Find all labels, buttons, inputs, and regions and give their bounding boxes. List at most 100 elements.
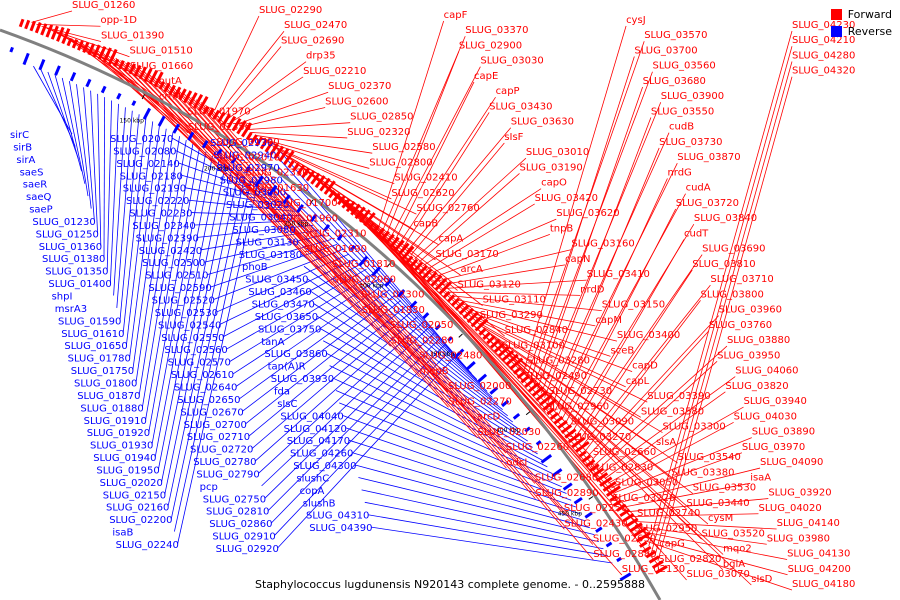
forward-gene-arrow bbox=[301, 167, 311, 179]
forward-gene-label-slug-01960: SLUG_01960 bbox=[275, 213, 338, 224]
forward-gene-label-capl: capL bbox=[626, 376, 650, 387]
reverse-gene-arrow bbox=[524, 426, 531, 433]
forward-gene-arrow bbox=[588, 463, 600, 473]
reverse-gene-arrow bbox=[187, 131, 195, 141]
forward-gene-label-slug-03950: SLUG_03950 bbox=[717, 350, 780, 361]
forward-gene-arrow bbox=[574, 440, 590, 453]
forward-leader-line bbox=[449, 291, 581, 296]
forward-gene-arrow bbox=[18, 18, 25, 28]
forward-gene-label-slug-03190: SLUG_03190 bbox=[519, 162, 582, 173]
reverse-gene-arrow bbox=[573, 496, 583, 505]
forward-gene-label-slug-03220: SLUG_03220 bbox=[612, 493, 675, 504]
reverse-gene-label-slug-04120: SLUG_04120 bbox=[284, 424, 347, 435]
reverse-gene-label-slug-02530: SLUG_02530 bbox=[155, 308, 218, 319]
reverse-leader-line bbox=[174, 180, 252, 532]
forward-gene-arrow bbox=[490, 338, 501, 349]
forward-gene-label-slug-02130: SLUG_02130 bbox=[622, 564, 685, 575]
forward-leader-line bbox=[530, 56, 635, 381]
reverse-leader-line bbox=[335, 390, 562, 488]
reverse-leader-line bbox=[248, 305, 407, 437]
forward-leader-line bbox=[237, 91, 329, 125]
reverse-gene-arrow bbox=[172, 123, 181, 134]
forward-leader-line bbox=[263, 140, 395, 185]
reverse-gene-arrow bbox=[422, 312, 430, 320]
forward-gene-arrow bbox=[128, 63, 136, 75]
forward-gene-label-slug-03400: SLUG_03400 bbox=[617, 330, 680, 341]
forward-leader-line bbox=[505, 351, 709, 525]
forward-gene-label-slug-02600: SLUG_02600 bbox=[325, 96, 388, 107]
reverse-gene-label-slug-02710: SLUG_02710 bbox=[187, 432, 250, 443]
forward-gene-arrow bbox=[434, 277, 448, 291]
forward-gene-label-slug-02410: SLUG_02410 bbox=[394, 173, 457, 184]
forward-gene-arrow bbox=[354, 206, 366, 220]
forward-leader-line bbox=[584, 300, 701, 452]
forward-gene-label-capf: capF bbox=[444, 10, 468, 21]
forward-gene-arrow bbox=[113, 58, 120, 68]
forward-leader-line bbox=[561, 193, 686, 420]
forward-gene-label-slug-02880: SLUG_02880 bbox=[593, 549, 656, 560]
forward-leader-line bbox=[386, 51, 460, 235]
forward-gene-label-slug-03530: SLUG_03530 bbox=[693, 483, 756, 494]
reverse-gene-label-slug-01920: SLUG_01920 bbox=[87, 428, 150, 439]
forward-gene-label-slug-01810: SLUG_01810 bbox=[332, 259, 395, 270]
reverse-gene-arrow bbox=[54, 65, 61, 76]
forward-gene-label-sisf: sIsF bbox=[504, 132, 523, 143]
forward-gene-arrow bbox=[77, 40, 84, 51]
forward-gene-arrow bbox=[168, 84, 176, 95]
forward-gene-label-slug-03290: SLUG_03290 bbox=[480, 310, 543, 321]
forward-gene-arrow bbox=[259, 138, 269, 150]
reverse-gene-label-slug-02610: SLUG_02610 bbox=[171, 370, 234, 381]
reverse-gene-arrow bbox=[605, 541, 613, 548]
forward-gene-label-slug-02480: SLUG_02480 bbox=[419, 351, 482, 362]
reverse-gene-arrow bbox=[540, 454, 553, 464]
reverse-leader-line bbox=[129, 125, 160, 358]
forward-leader-line bbox=[186, 94, 536, 500]
forward-gene-arrow bbox=[24, 19, 31, 30]
forward-gene-label-slug-03710: SLUG_03710 bbox=[710, 274, 773, 285]
reverse-gene-label-slug-02970: SLUG_02970 bbox=[216, 163, 279, 174]
forward-gene-label-slug-02760: SLUG_02760 bbox=[416, 203, 479, 214]
forward-leader-line bbox=[272, 146, 417, 215]
reverse-gene-label-slug-03930: SLUG_03930 bbox=[271, 374, 334, 385]
forward-gene-arrow bbox=[40, 23, 48, 36]
forward-gene-arrow bbox=[567, 432, 581, 444]
reverse-gene-label-slug-02640: SLUG_02640 bbox=[174, 382, 237, 393]
forward-gene-arrow bbox=[595, 472, 609, 482]
forward-gene-arrow bbox=[501, 349, 515, 362]
forward-leader-line bbox=[31, 10, 73, 23]
forward-gene-arrow bbox=[493, 342, 505, 353]
forward-gene-label-slug-03760: SLUG_03760 bbox=[709, 320, 772, 331]
forward-gene-label-slug-03010: SLUG_03010 bbox=[526, 147, 589, 158]
forward-leader-line bbox=[398, 96, 496, 245]
forward-gene-arrow bbox=[609, 494, 618, 502]
forward-gene-label-slug-02830: SLUG_02830 bbox=[590, 462, 653, 473]
reverse-leader-line bbox=[203, 234, 326, 263]
forward-gene-label-slug-02470: SLUG_02470 bbox=[284, 20, 347, 31]
reverse-leader-line bbox=[342, 414, 572, 501]
reverse-leader-line bbox=[207, 239, 332, 276]
forward-gene-label-slug-03420: SLUG_03420 bbox=[535, 193, 598, 204]
forward-gene-label-slug-01700: SLUG_01700 bbox=[274, 198, 337, 209]
reverse-gene-arrow bbox=[116, 92, 122, 100]
forward-swatch bbox=[830, 9, 842, 20]
reverse-gene-arrow bbox=[371, 266, 381, 277]
forward-gene-arrow bbox=[655, 564, 668, 575]
forward-gene-label-slug-03690: SLUG_03690 bbox=[702, 244, 765, 255]
forward-gene-arrow bbox=[102, 47, 112, 63]
forward-gene-label-capm: capM bbox=[595, 315, 622, 326]
forward-gene-arrow bbox=[592, 467, 604, 478]
reverse-leader-line bbox=[110, 103, 119, 284]
forward-gene-label-opp-1d: opp-1D bbox=[100, 15, 137, 26]
forward-gene-label-slug-03160: SLUG_03160 bbox=[571, 239, 634, 250]
forward-gene-label-slug-03940: SLUG_03940 bbox=[744, 396, 807, 407]
forward-leader-line bbox=[255, 134, 373, 154]
forward-gene-arrow bbox=[376, 227, 385, 238]
reverse-gene-label-slug-02240: SLUG_02240 bbox=[116, 540, 179, 551]
forward-gene-arrow bbox=[363, 212, 376, 227]
forward-leader-line bbox=[554, 163, 678, 411]
legend-reverse-label: Reverse bbox=[847, 25, 892, 38]
reverse-leader-line bbox=[167, 171, 239, 507]
forward-leader-line bbox=[268, 143, 392, 200]
reverse-gene-label-slug-01940: SLUG_01940 bbox=[93, 453, 156, 464]
reverse-gene-label-slug-02220: SLUG_02220 bbox=[126, 196, 189, 207]
